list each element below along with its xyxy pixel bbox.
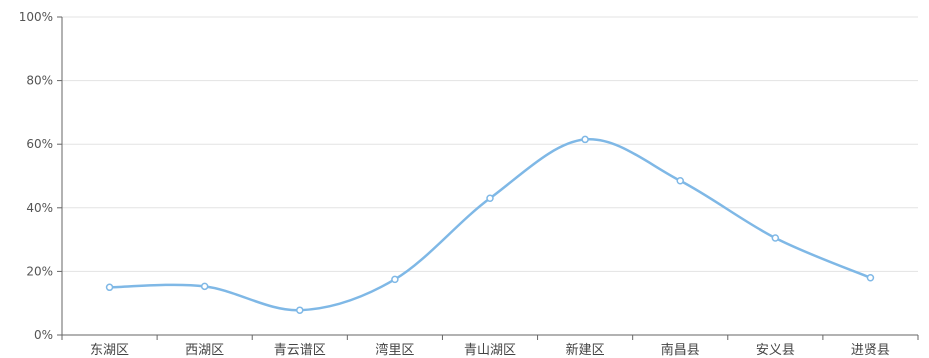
data-points [105,135,875,314]
y-tick-label: 20% [26,264,53,278]
data-point-4[interactable] [486,194,494,203]
y-tick-labels: 0% 20% 40% 60% 80% 100% [19,10,53,342]
x-tick-label: 湾里区 [375,342,414,358]
x-tick-label: 青山湖区 [464,343,516,358]
x-tick-label: 青云谱区 [274,343,326,358]
data-point-8[interactable] [866,274,875,282]
series [108,138,872,312]
data-point-2[interactable] [296,306,304,314]
data-point-6[interactable] [676,177,684,185]
x-tick-label: 新建区 [566,342,605,358]
data-point-0[interactable] [105,283,114,292]
data-point-3[interactable] [391,275,399,284]
x-tick-labels: 东湖区 西湖区 青云谱区 湾里区 青山湖区 新建区 南昌县 安义县 进贤县 [90,342,890,358]
axes [57,16,919,340]
x-tick-label: 进贤县 [851,343,890,358]
x-tick-label: 南昌县 [661,342,700,358]
y-tick-label: 0% [34,328,53,342]
data-point-1[interactable] [200,282,209,291]
x-tick-label: 安义县 [756,343,795,358]
y-tick-label: 40% [26,201,53,215]
y-tick-label: 80% [26,74,53,88]
y-tick-label: 100% [19,10,53,24]
series-line [108,138,872,312]
x-tick-label: 东湖区 [90,343,129,358]
x-tick-label: 西湖区 [185,343,224,358]
data-point-5[interactable] [581,135,589,144]
data-point-7[interactable] [771,234,780,242]
grid-lines [62,16,918,272]
y-tick-label: 60% [26,137,53,151]
